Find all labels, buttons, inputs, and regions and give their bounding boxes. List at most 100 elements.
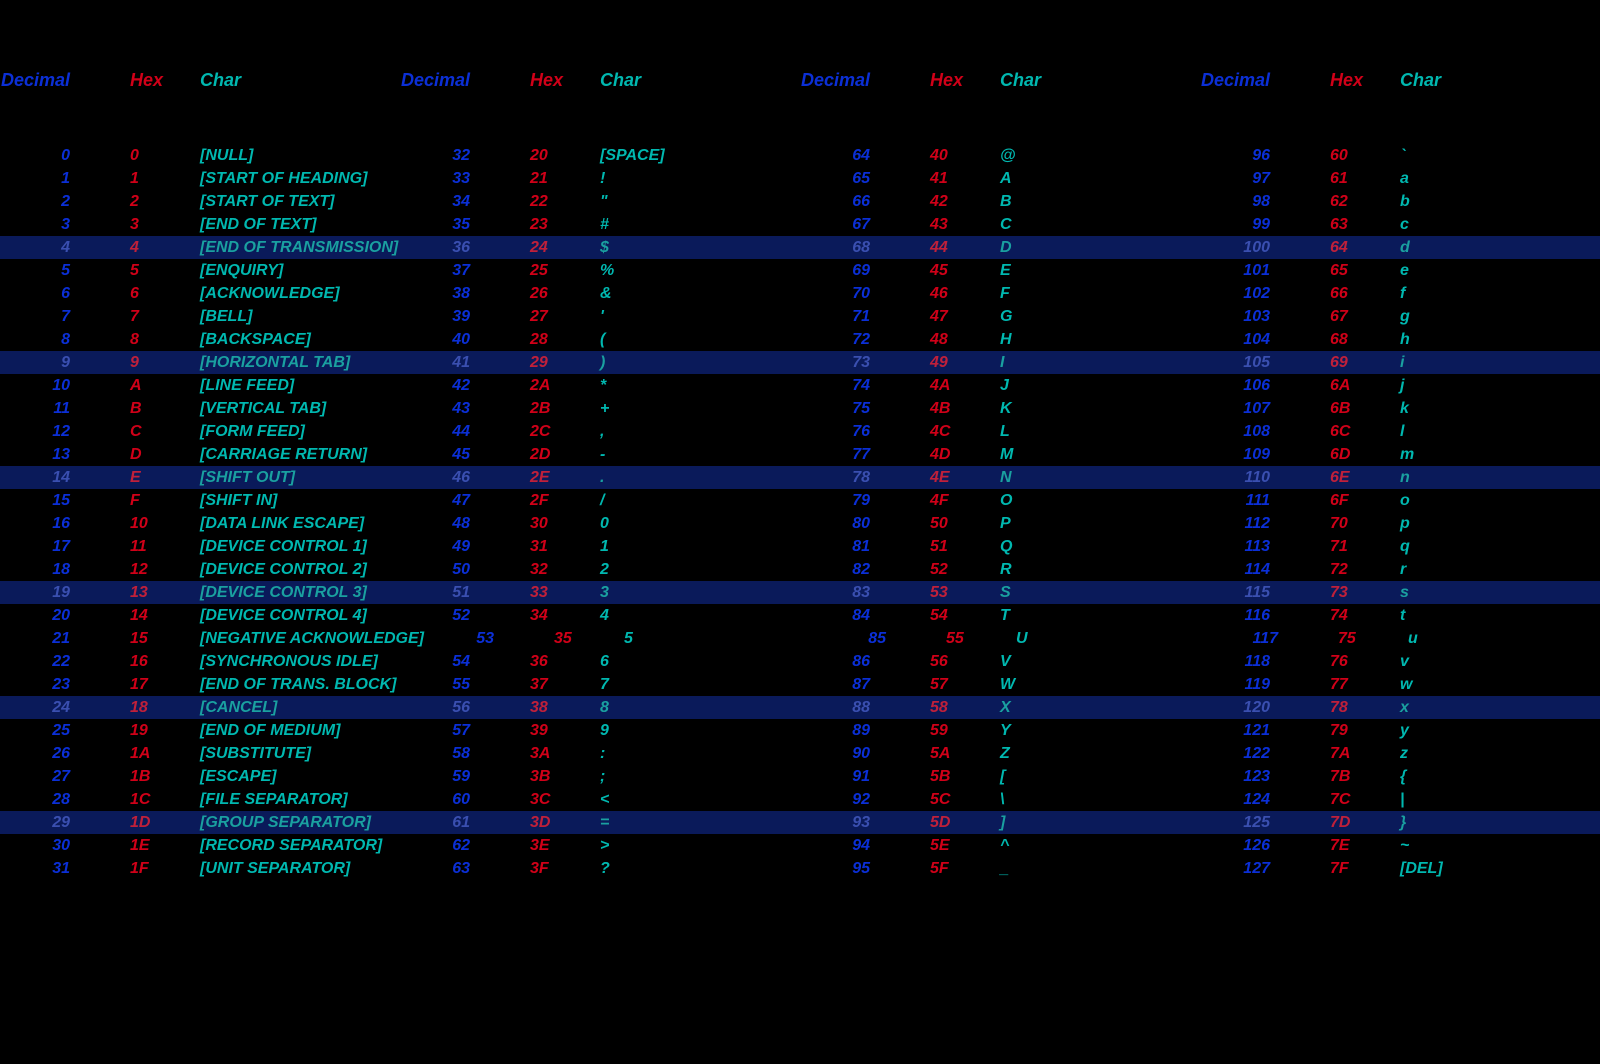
cell-block: 00[NULL] — [0, 144, 400, 167]
cell-hex: 7D — [1330, 814, 1400, 832]
cell-char: # — [600, 216, 800, 234]
cell-block: 48300 — [400, 512, 800, 535]
cell-block: 1610[DATA LINK ESCAPE] — [0, 512, 400, 535]
cell-decimal: 106 — [1200, 377, 1330, 395]
table-row: 1913[DEVICE CONTROL 3]513338353S11573s — [0, 581, 1600, 604]
cell-char: [ESCAPE] — [200, 768, 400, 786]
cell-char: n — [1400, 469, 1600, 487]
cell-char: R — [1000, 561, 1200, 579]
cell-hex: 6 — [130, 285, 200, 303]
cell-char: [LINE FEED] — [200, 377, 400, 395]
cell-char: E — [1000, 262, 1200, 280]
cell-char: ) — [600, 354, 800, 372]
cell-block: 3927' — [400, 305, 800, 328]
cell-decimal: 88 — [800, 699, 930, 717]
cell-char: [VERTICAL TAB] — [200, 400, 400, 418]
cell-block: 12179y — [1200, 719, 1600, 742]
cell-char: A — [1000, 170, 1200, 188]
cell-decimal: 78 — [800, 469, 930, 487]
cell-decimal: 61 — [400, 814, 530, 832]
cell-block: 905AZ — [800, 742, 1200, 765]
cell-char: [FILE SEPARATOR] — [200, 791, 400, 809]
cell-decimal: 94 — [800, 837, 930, 855]
table-header-row: DecimalHexCharDecimalHexCharDecimalHexCh… — [0, 60, 1600, 100]
table-row: 11[START OF HEADING]3321!6541A9761a — [0, 167, 1600, 190]
table-row: 2216[SYNCHRONOUS IDLE]543668656V11876v — [0, 650, 1600, 673]
cell-decimal: 98 — [1200, 193, 1330, 211]
cell-hex: 16 — [130, 653, 200, 671]
cell-hex: 79 — [1330, 722, 1400, 740]
cell-char: [CARRIAGE RETURN] — [200, 446, 400, 464]
table-row: 15F[SHIFT IN]472F/794FO1116Fo — [0, 489, 1600, 512]
cell-hex: 64 — [1330, 239, 1400, 257]
cell-char: 2 — [600, 561, 800, 579]
cell-char: ! — [600, 170, 800, 188]
cell-block: 3725% — [400, 259, 800, 282]
cell-block: 935D] — [800, 811, 1200, 834]
cell-hex: 66 — [1330, 285, 1400, 303]
cell-block: 8858X — [800, 696, 1200, 719]
cell-char: [END OF MEDIUM] — [200, 722, 400, 740]
cell-hex: 5B — [930, 768, 1000, 786]
cell-decimal: 59 — [400, 768, 530, 786]
cell-hex: 37 — [530, 676, 600, 694]
cell-block: 6440@ — [800, 144, 1200, 167]
cell-hex: 55 — [946, 630, 1016, 648]
cell-block: 10569i — [1200, 351, 1600, 374]
cell-hex: 3C — [530, 791, 600, 809]
cell-decimal: 80 — [800, 515, 930, 533]
cell-char: X — [1000, 699, 1200, 717]
cell-block: 99[HORIZONTAL TAB] — [0, 351, 400, 374]
cell-char: [DEVICE CONTROL 2] — [200, 561, 400, 579]
cell-char: o — [1400, 492, 1600, 510]
cell-hex: 15 — [130, 630, 200, 648]
cell-decimal: 92 — [800, 791, 930, 809]
cell-char: s — [1400, 584, 1600, 602]
cell-block: 1913[DEVICE CONTROL 3] — [0, 581, 400, 604]
cell-decimal: 9 — [0, 354, 130, 372]
cell-hex: 2D — [530, 446, 600, 464]
cell-decimal: 20 — [0, 607, 130, 625]
cell-decimal: 118 — [1200, 653, 1330, 671]
cell-block: 925C\ — [800, 788, 1200, 811]
cell-decimal: 83 — [800, 584, 930, 602]
cell-block: 11977w — [1200, 673, 1600, 696]
cell-decimal: 123 — [1200, 768, 1330, 786]
cell-block: 10064d — [1200, 236, 1600, 259]
table-row: 77[BELL]3927'7147G10367g — [0, 305, 1600, 328]
cell-block: 88[BACKSPACE] — [0, 328, 400, 351]
cell-hex: 52 — [930, 561, 1000, 579]
cell-char: " — [600, 193, 800, 211]
cell-decimal: 57 — [400, 722, 530, 740]
cell-char: [DEVICE CONTROL 1] — [200, 538, 400, 556]
cell-block: 8151Q — [800, 535, 1200, 558]
cell-hex: 48 — [930, 331, 1000, 349]
cell-hex: 2F — [530, 492, 600, 510]
cell-block: 7349I — [800, 351, 1200, 374]
cell-decimal: 117 — [1208, 630, 1338, 648]
cell-hex: 6D — [1330, 446, 1400, 464]
cell-hex: F — [130, 492, 200, 510]
cell-char: [RECORD SEPARATOR] — [200, 837, 400, 855]
cell-hex: 25 — [530, 262, 600, 280]
cell-block: 8656V — [800, 650, 1200, 673]
cell-block: 744AJ — [800, 374, 1200, 397]
cell-decimal: 81 — [800, 538, 930, 556]
header-decimal: Decimal — [400, 70, 530, 91]
cell-decimal: 25 — [0, 722, 130, 740]
cell-hex: 46 — [930, 285, 1000, 303]
cell-decimal: 89 — [800, 722, 930, 740]
cell-block: 9660` — [1200, 144, 1600, 167]
header-decimal: Decimal — [800, 70, 930, 91]
cell-hex: 6F — [1330, 492, 1400, 510]
cell-block: 6541A — [800, 167, 1200, 190]
cell-hex: 59 — [930, 722, 1000, 740]
cell-hex: 6E — [1330, 469, 1400, 487]
cell-char: _ — [1000, 860, 1200, 878]
table-row: 55[ENQUIRY]3725%6945E10165e — [0, 259, 1600, 282]
cell-block: 2519[END OF MEDIUM] — [0, 719, 400, 742]
cell-hex: 74 — [1330, 607, 1400, 625]
header-hex: Hex — [130, 70, 200, 91]
cell-decimal: 43 — [400, 400, 530, 418]
cell-hex: 4 — [130, 239, 200, 257]
